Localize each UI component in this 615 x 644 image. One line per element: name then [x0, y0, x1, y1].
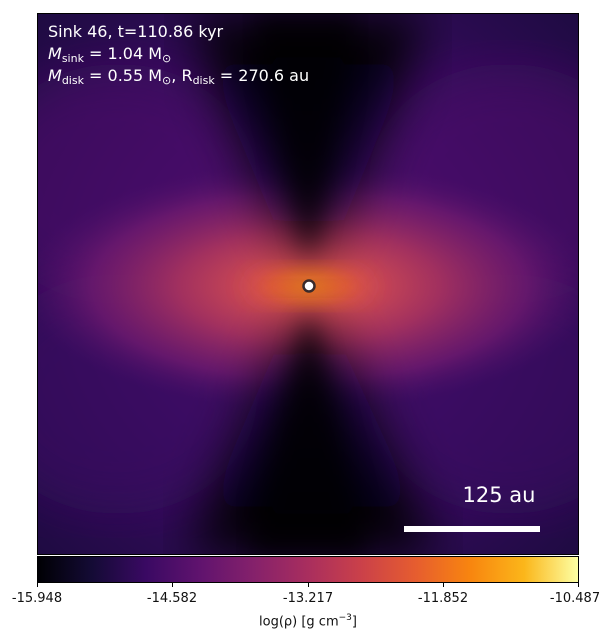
colorbar-tick — [172, 583, 173, 587]
density-map-panel: Sink 46, t=110.86 kyr Msink = 1.04 M⊙ Md… — [37, 13, 579, 555]
sink-marker — [302, 279, 316, 293]
colorbar-tick-label: -15.948 — [11, 591, 63, 606]
colorbar-tick-label: -11.852 — [417, 591, 469, 606]
colorbar-tick — [578, 583, 579, 587]
disk-props-line: Mdisk = 0.55 M⊙, Rdisk = 270.6 au — [48, 66, 310, 87]
sink-title: Sink 46, t=110.86 kyr — [48, 22, 224, 41]
colorbar-tick-label: -10.487 — [549, 591, 601, 606]
colorbar-tick-label: -14.582 — [146, 591, 198, 606]
colorbar-tick-label: -13.217 — [282, 591, 334, 606]
sink-mass-line: Msink = 1.04 M⊙ — [48, 44, 172, 65]
colorbar-tick — [443, 583, 444, 587]
colorbar — [37, 556, 579, 583]
scale-bar-label: 125 au — [462, 483, 536, 507]
density-map — [38, 14, 578, 554]
scale-bar — [404, 526, 540, 532]
colorbar-tick — [308, 583, 309, 587]
colorbar-label: log(ρ) [g cm−3] — [259, 613, 357, 630]
colorbar-tick — [37, 583, 38, 587]
